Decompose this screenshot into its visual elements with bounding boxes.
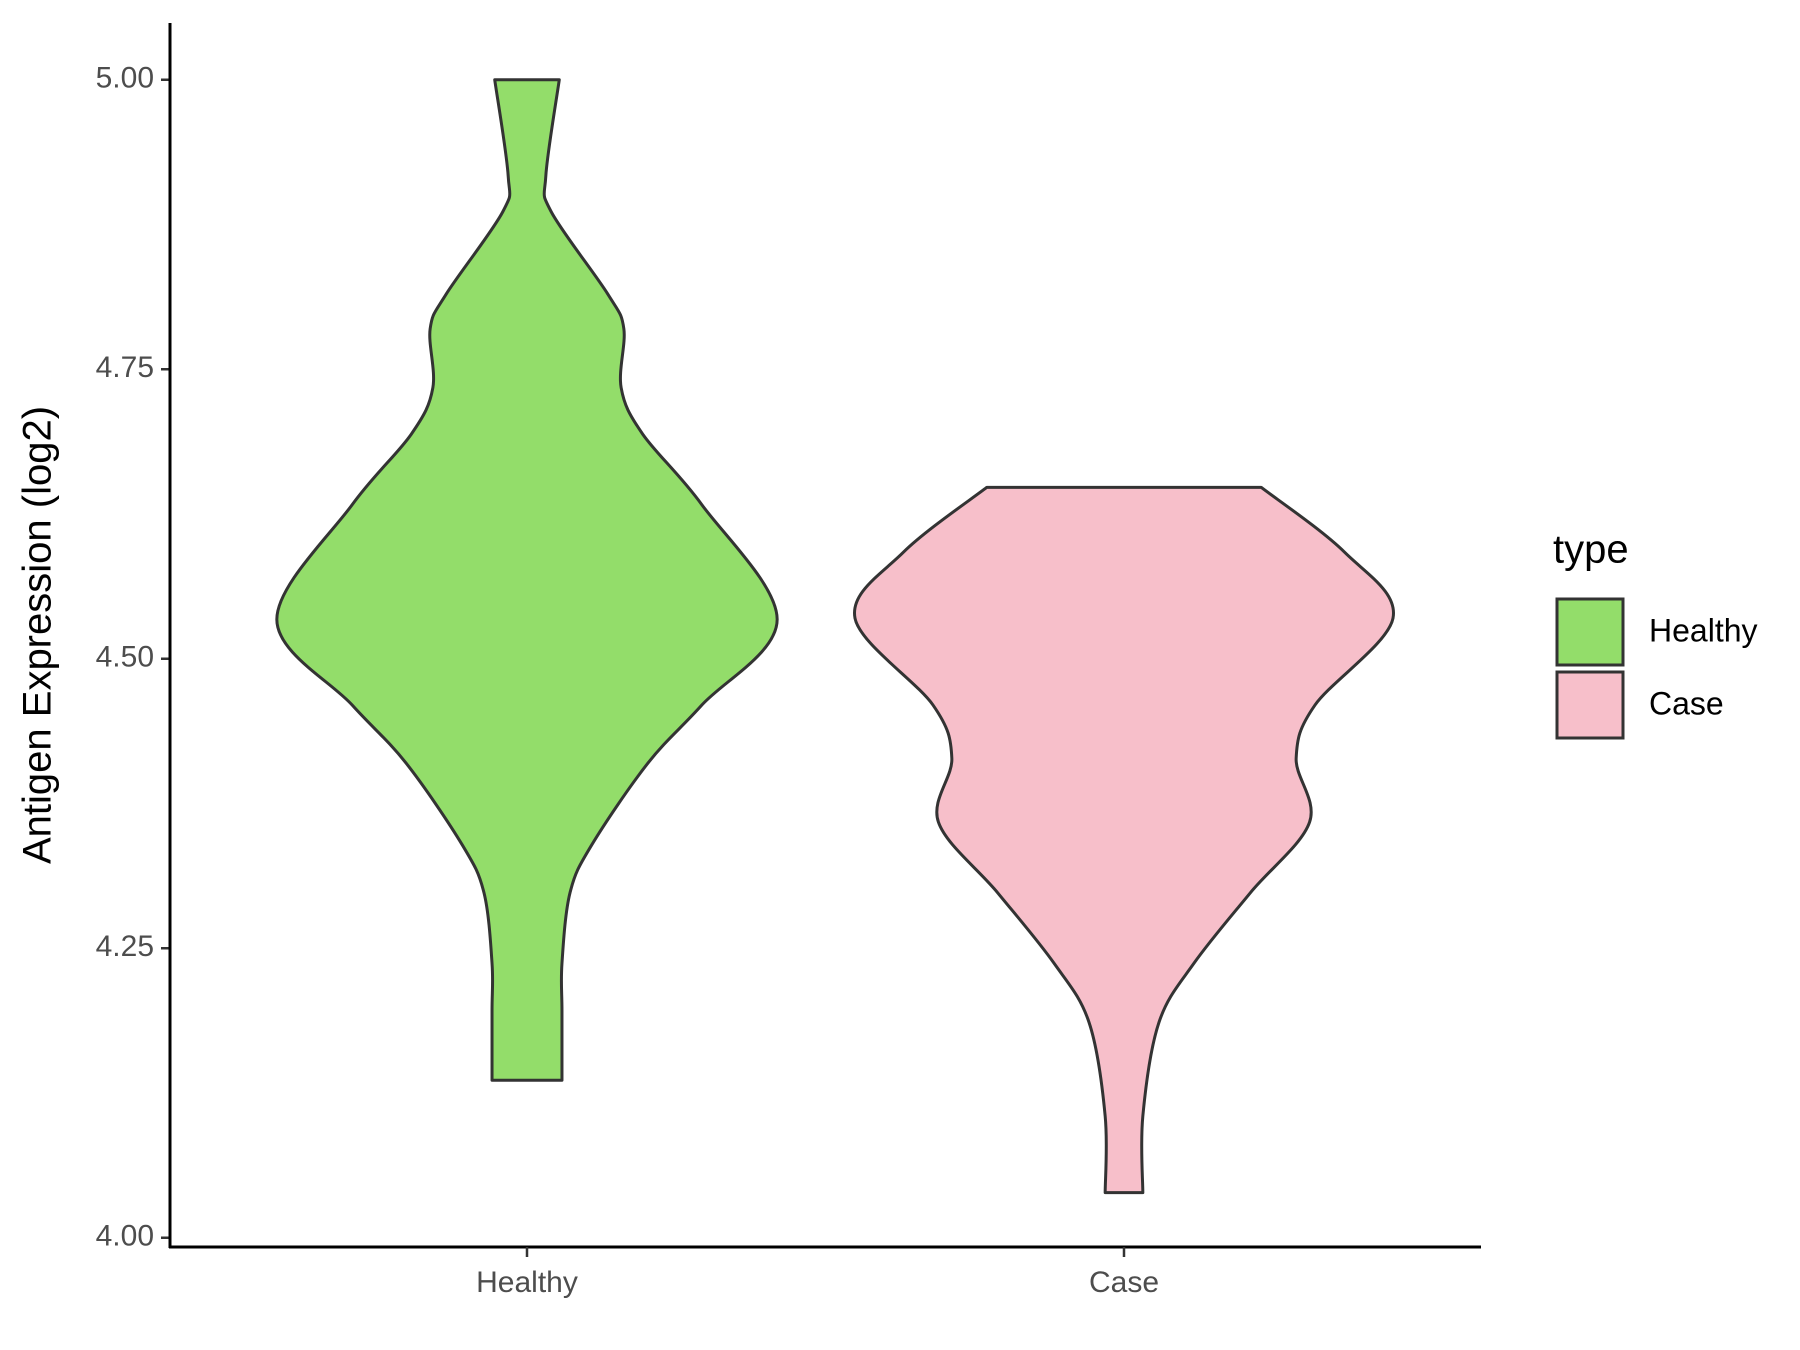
- violin: [853, 485, 1395, 1195]
- y-tick-label: 4.00: [96, 1220, 154, 1253]
- violin: [275, 78, 779, 1082]
- y-tick-label: 4.75: [96, 351, 154, 384]
- y-tick-label: 4.50: [96, 641, 154, 674]
- y-tick-label: 4.25: [96, 930, 154, 963]
- y-tick-label: 5.00: [96, 62, 154, 95]
- legend-key: [1555, 597, 1625, 667]
- y-axis-label: Antigen Expression (log2): [16, 406, 60, 864]
- legend-key: [1555, 670, 1625, 740]
- x-tick-label: Case: [1089, 1266, 1159, 1299]
- x-tick-label: Healthy: [476, 1266, 578, 1299]
- legend-label: Healthy: [1649, 612, 1758, 648]
- legend-title: type: [1553, 528, 1629, 572]
- legend-label: Case: [1649, 685, 1724, 721]
